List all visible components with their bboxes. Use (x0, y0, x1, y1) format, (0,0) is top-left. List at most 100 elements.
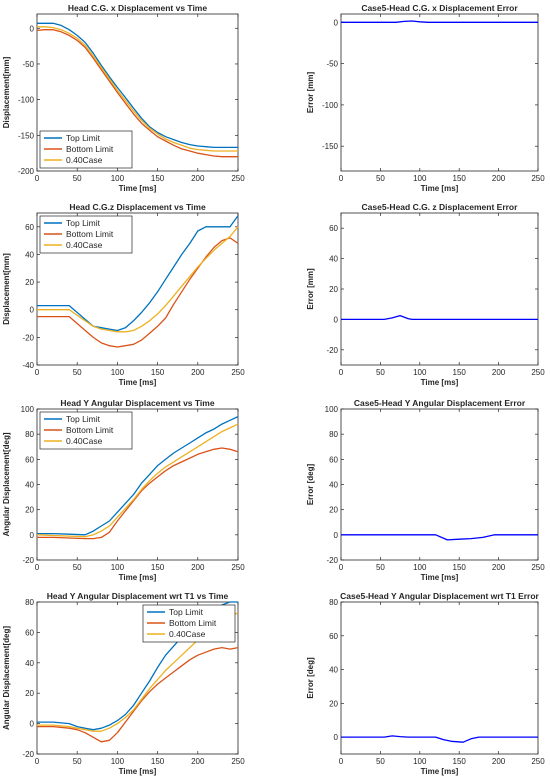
plot-area (340, 13, 539, 172)
x-tick-label: 250 (231, 174, 245, 183)
x-tick-label: 200 (191, 174, 205, 183)
legend-entry: Top Limit (66, 133, 101, 143)
x-tick-label: 0 (35, 563, 40, 572)
y-tick-label: 100 (21, 405, 35, 414)
legend-entry: Bottom Limit (66, 425, 114, 435)
y-tick-label: 0 (334, 531, 339, 540)
x-tick-label: 50 (73, 757, 82, 766)
chart-title: Head Y Angular Displacement wrt T1 vs Ti… (47, 591, 229, 601)
x-tick-label: 0 (339, 368, 344, 377)
legend-entry: 0.40Case (169, 629, 206, 639)
series-line-2 (37, 237, 239, 348)
y-tick-label: 20 (25, 689, 34, 698)
x-tick-label: 100 (111, 174, 125, 183)
chart-title: Case5-Head Y Angular Displacement wrt T1… (340, 591, 539, 601)
y-tick-label: 0 (334, 315, 339, 324)
y-tick-label: 20 (329, 285, 338, 294)
y-tick-label: 60 (329, 224, 338, 233)
x-tick-label: 100 (413, 174, 427, 183)
x-tick-label: 200 (492, 368, 506, 377)
x-tick-label: 250 (531, 563, 545, 572)
y-tick-label: 0 (30, 531, 35, 540)
y-tick-label: 40 (329, 666, 338, 675)
y-tick-label: 60 (25, 455, 34, 464)
y-tick-label: 40 (329, 481, 338, 490)
y-tick-label: 60 (25, 223, 34, 232)
x-tick-label: 200 (492, 757, 506, 766)
x-tick-label: 150 (453, 174, 467, 183)
x-tick-label: 50 (376, 563, 385, 572)
y-tick-label: -20 (22, 750, 34, 759)
y-tick-label: 20 (25, 278, 34, 287)
plot-area (340, 408, 539, 561)
y-tick-label: 80 (25, 430, 34, 439)
y-tick-label: 0 (30, 720, 35, 729)
y-tick-label: -20 (22, 556, 34, 565)
y-tick-label: -150 (18, 131, 35, 140)
y-tick-label: 20 (329, 506, 338, 515)
series-line-2 (37, 447, 239, 540)
series-line-2 (37, 646, 239, 743)
x-tick-label: 200 (191, 563, 205, 572)
y-axis-label: Error [mm] (306, 268, 315, 310)
x-tick-label: 150 (151, 757, 165, 766)
x-tick-label: 0 (35, 757, 40, 766)
x-tick-label: 100 (111, 563, 125, 572)
x-tick-label: 0 (339, 563, 344, 572)
x-tick-label: 150 (151, 174, 165, 183)
y-axis-label: Error [deg] (306, 464, 315, 506)
y-tick-label: 0 (30, 24, 35, 33)
y-tick-label: -200 (18, 167, 35, 176)
y-tick-label: -50 (22, 60, 34, 69)
y-tick-label: -100 (322, 101, 339, 110)
y-tick-label: -20 (326, 556, 338, 565)
legend-entry: 0.40Case (66, 436, 103, 446)
series-line-2 (36, 29, 238, 158)
series-line-1 (37, 416, 239, 536)
x-tick-label: 200 (492, 174, 506, 183)
series-line-3 (37, 26, 238, 152)
x-tick-label: 250 (531, 757, 545, 766)
chart-3: 0 50 100 150 200 250 -40 -20 0 20 40 60 Head C.G.z D… (2, 202, 245, 387)
chart-2: 0 50 100 150 200 250 0 -50 -100 -150 Case5-Head C.… (306, 3, 545, 193)
legend-entry: 0.40Case (66, 155, 103, 165)
x-tick-label: 150 (453, 368, 467, 377)
x-axis-label: Time [ms] (119, 767, 157, 776)
legend-entry: Top Limit (169, 607, 204, 617)
x-tick-label: 100 (413, 368, 427, 377)
x-tick-label: 150 (151, 563, 165, 572)
y-tick-label: -20 (22, 333, 34, 342)
y-tick-label: -40 (22, 361, 34, 370)
x-axis-label: Time [ms] (421, 573, 459, 582)
legend-entry: Bottom Limit (66, 229, 114, 239)
legend-entry: Bottom Limit (169, 618, 217, 628)
series-line-3 (37, 226, 239, 333)
x-axis-label: Time [ms] (421, 378, 459, 387)
y-tick-label: 0 (30, 306, 35, 315)
chart-title: Case5-Head C.G. z Displacement Error (362, 202, 519, 212)
x-tick-label: 150 (151, 368, 165, 377)
legend-entry: Top Limit (66, 218, 101, 228)
x-tick-label: 0 (35, 368, 40, 377)
y-tick-label: -100 (18, 96, 35, 105)
x-tick-label: 50 (376, 368, 385, 377)
x-tick-label: 250 (231, 563, 245, 572)
y-tick-label: 40 (25, 481, 34, 490)
chart-title: Case5-Head C.G. x Displacement Error (361, 3, 518, 13)
series-line-1 (341, 735, 538, 743)
series-line-1 (37, 215, 239, 332)
x-tick-label: 250 (531, 368, 545, 377)
x-axis-label: Time [ms] (119, 378, 157, 387)
legend-entry: Top Limit (66, 414, 101, 424)
x-tick-label: 250 (231, 757, 245, 766)
x-tick-label: 50 (376, 757, 385, 766)
chart-1: 0 50 100 150 200 250 0 -50 -100 -150 -200 Head C.G.… (2, 3, 245, 193)
x-tick-label: 100 (413, 563, 427, 572)
x-axis-label: Time [ms] (119, 573, 157, 582)
